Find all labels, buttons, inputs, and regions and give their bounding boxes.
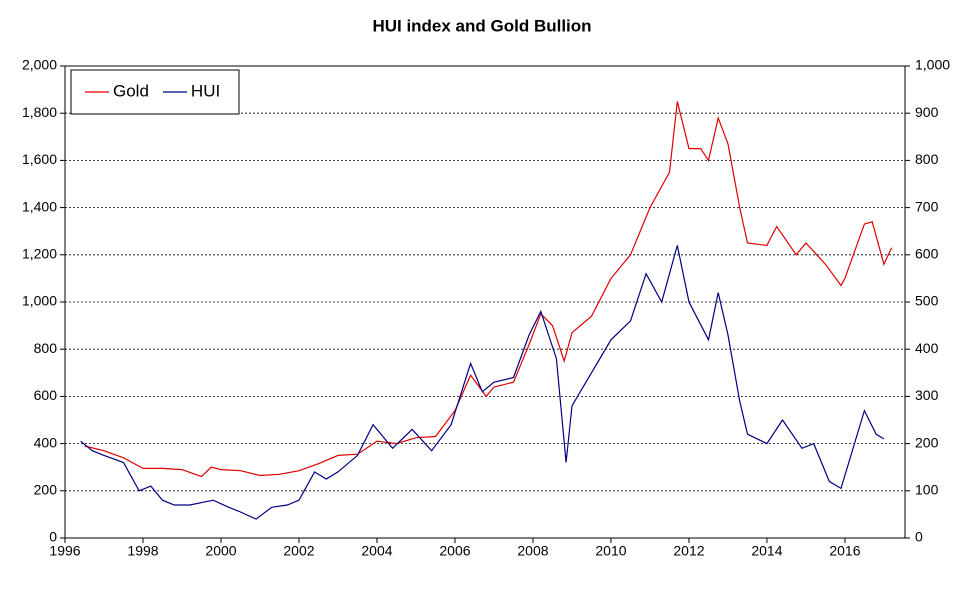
legend-label: HUI (191, 81, 220, 100)
chart-title: HUI index and Gold Bullion (372, 16, 591, 35)
y-tick-label: 800 (34, 340, 58, 356)
x-tick-label: 2004 (361, 543, 392, 559)
x-tick-label: 1996 (49, 543, 80, 559)
x-tick-label: 2010 (595, 543, 626, 559)
y-tick-label: 1,400 (22, 198, 57, 214)
legend-label: Gold (113, 81, 149, 100)
y-tick-label: 1,600 (22, 151, 57, 167)
y2-tick-label: 900 (915, 104, 939, 120)
y2-tick-label: 300 (915, 387, 939, 403)
y2-tick-label: 200 (915, 434, 939, 450)
x-tick-label: 2000 (205, 543, 236, 559)
x-tick-label: 2008 (517, 543, 548, 559)
y2-tick-label: 400 (915, 340, 939, 356)
y2-tick-label: 800 (915, 151, 939, 167)
y2-tick-label: 0 (915, 529, 923, 545)
y-tick-label: 1,800 (22, 104, 57, 120)
y2-tick-label: 1,000 (915, 57, 950, 73)
series-line (80, 245, 885, 520)
y-tick-label: 0 (49, 529, 57, 545)
y-tick-label: 600 (34, 387, 58, 403)
plot-frame (64, 65, 906, 539)
legend-box (70, 69, 240, 115)
y2-tick-label: 100 (915, 482, 939, 498)
series-line (84, 101, 893, 478)
x-tick-label: 2002 (283, 543, 314, 559)
x-tick-label: 2016 (829, 543, 860, 559)
x-tick-label: 2012 (673, 543, 704, 559)
x-tick-label: 2014 (751, 543, 782, 559)
y2-tick-label: 700 (915, 198, 939, 214)
x-tick-label: 2006 (439, 543, 470, 559)
y-tick-label: 200 (34, 482, 58, 498)
y2-tick-label: 500 (915, 293, 939, 309)
y-tick-label: 1,200 (22, 246, 57, 262)
y-tick-label: 400 (34, 434, 58, 450)
y2-tick-label: 600 (915, 246, 939, 262)
y-tick-label: 2,000 (22, 57, 57, 73)
y-tick-label: 1,000 (22, 293, 57, 309)
x-tick-label: 1998 (127, 543, 158, 559)
